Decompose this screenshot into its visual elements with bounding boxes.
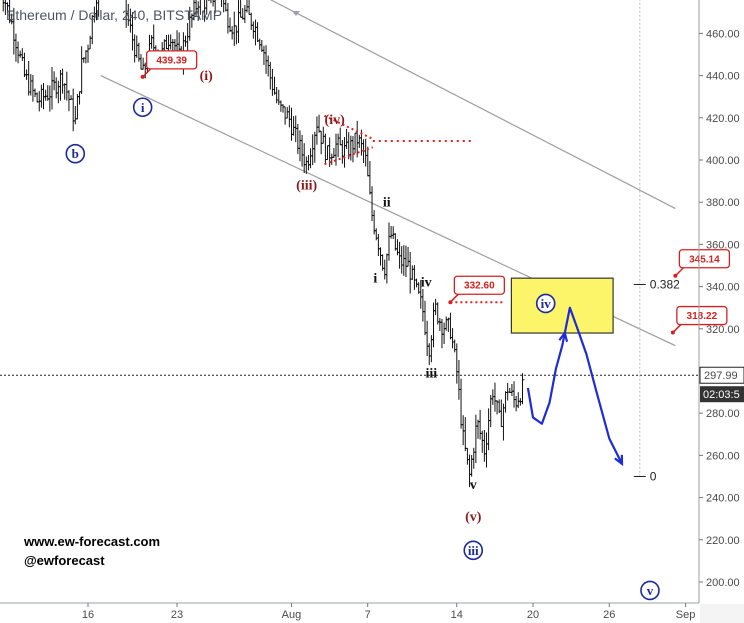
- current-price-tag: [699, 366, 744, 384]
- wave-label: iv: [541, 296, 552, 311]
- wave-label: ii: [383, 195, 391, 210]
- current-price-label: 297.99: [704, 370, 738, 382]
- price-tick-label: 360.00: [706, 239, 740, 251]
- countdown-tag: [700, 386, 744, 403]
- price-tick-label: 460.00: [706, 28, 740, 40]
- axis-corner: [700, 604, 744, 623]
- time-tick-label: 26: [603, 609, 615, 621]
- price-tick-label: 220.00: [706, 535, 740, 547]
- watermark-handle: @ewforecast: [24, 553, 105, 568]
- fib-level-label: 0: [650, 470, 657, 484]
- target-box: [510, 277, 614, 334]
- triangle-upper-line: [324, 114, 374, 140]
- time-tick-label: 14: [451, 609, 463, 621]
- time-tick-label: Sep: [676, 609, 696, 621]
- wave-circle: [132, 97, 153, 118]
- wave-label: v: [470, 478, 477, 493]
- price-callout-label: 345.14: [689, 254, 720, 265]
- price-callout: [146, 50, 198, 70]
- time-tick-label: 23: [171, 609, 183, 621]
- price-tick-label: 280.00: [706, 408, 740, 420]
- wave-circle: [463, 540, 484, 561]
- price-tick-label: 380.00: [706, 197, 740, 209]
- wave-label: iii: [425, 366, 437, 381]
- price-tick-label: 420.00: [706, 113, 740, 125]
- time-tick-label: 20: [527, 609, 539, 621]
- time-tick-label: Aug: [282, 609, 302, 621]
- wave-label: v: [647, 583, 654, 598]
- wave-label: (iii): [296, 179, 317, 194]
- wave-circle: [535, 293, 556, 314]
- wave-circle: [65, 143, 86, 164]
- price-callout-label: 332.60: [464, 281, 495, 292]
- callout-anchor: [140, 74, 145, 79]
- price-tick-label: 260.00: [706, 450, 740, 462]
- wave-label: (v): [465, 510, 482, 525]
- time-tick-label: 7: [365, 609, 371, 621]
- wave-label: (ii): [204, 0, 221, 2]
- arrow-down-icon: [614, 454, 624, 467]
- overlays: 1.38210.3820515.05486.20439.39332.60345.…: [0, 0, 731, 484]
- price-tick-label: 320.00: [706, 324, 740, 336]
- price-tick-label: 440.00: [706, 71, 740, 83]
- watermark-site: www.ew-forecast.com: [23, 534, 160, 549]
- candlesticks: [0, 0, 525, 488]
- wave-label: (iv): [325, 113, 346, 128]
- wave-label: iv: [421, 276, 432, 291]
- chevron-down-icon[interactable]: [292, 11, 300, 16]
- fib-level-label: 0.382: [650, 277, 680, 291]
- arrow-up-icon: [558, 330, 569, 343]
- price-callout-label: 318.22: [687, 311, 718, 322]
- callout-anchor: [673, 273, 678, 278]
- triangle-lower-line: [324, 146, 374, 166]
- wave-label: b: [72, 146, 79, 161]
- chart-title: Ethereum / Dollar, 240, BITSTAMP: [6, 7, 222, 23]
- price-tick-label: 200.00: [706, 577, 740, 589]
- price-callout-label: 439.39: [156, 55, 187, 66]
- wave-label: i: [141, 100, 145, 115]
- price-tick-label: 400.00: [706, 155, 740, 167]
- time-tick-label: 16: [82, 609, 94, 621]
- callout-anchor: [448, 300, 453, 305]
- wave-label: (i): [200, 69, 214, 84]
- channel-line: [269, 0, 676, 210]
- price-callout: [678, 249, 731, 269]
- wave-label: iii: [468, 543, 479, 558]
- callout-anchor: [670, 330, 675, 335]
- price-tick-label: 240.00: [706, 493, 740, 505]
- countdown-label: 02:03:5: [703, 389, 740, 401]
- wave-label: i: [373, 271, 377, 286]
- price-callout: [453, 275, 506, 295]
- price-callout: [676, 305, 728, 326]
- wave-circle: [640, 580, 660, 601]
- price-tick-label: 340.00: [706, 282, 740, 294]
